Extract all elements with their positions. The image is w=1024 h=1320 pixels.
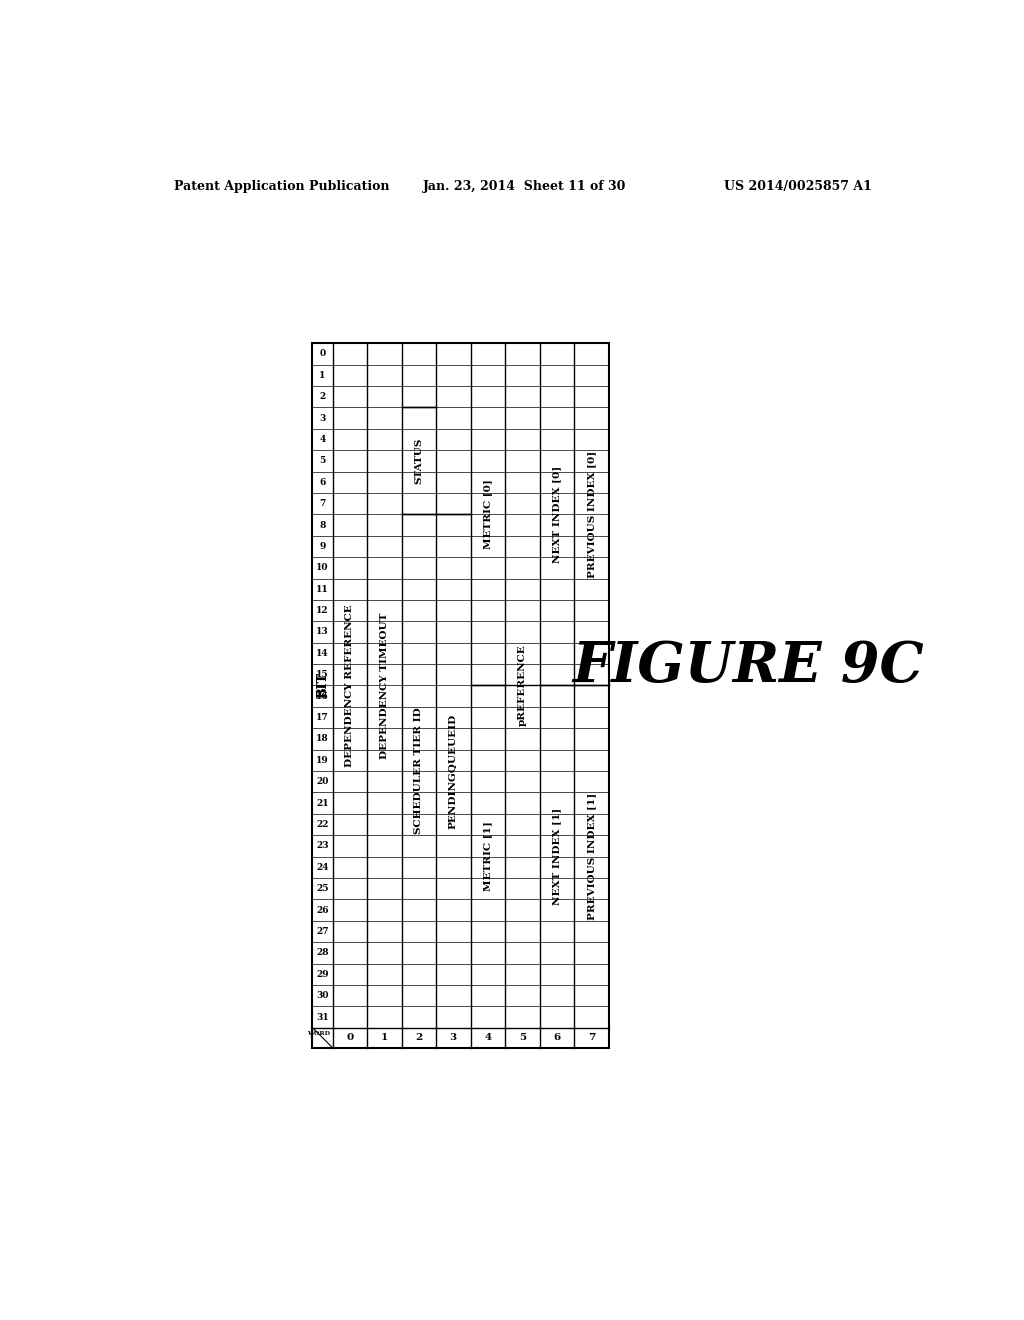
Text: 5: 5 (319, 457, 326, 466)
Text: pREFERENCE: pREFERENCE (518, 644, 526, 726)
Text: FIGURE 9C: FIGURE 9C (572, 639, 924, 694)
Text: 7: 7 (319, 499, 326, 508)
Text: 15: 15 (316, 671, 329, 680)
Text: 6: 6 (553, 1034, 560, 1043)
Text: 30: 30 (316, 991, 329, 1001)
Text: 18: 18 (316, 734, 329, 743)
Text: 13: 13 (316, 627, 329, 636)
Text: 7: 7 (588, 1034, 595, 1043)
Text: PREVIOUS INDEX [0]: PREVIOUS INDEX [0] (587, 450, 596, 578)
Text: 4: 4 (484, 1034, 492, 1043)
Text: PREVIOUS INDEX [1]: PREVIOUS INDEX [1] (587, 793, 596, 920)
Text: 19: 19 (316, 756, 329, 764)
Text: 6: 6 (319, 478, 326, 487)
Text: 2: 2 (415, 1034, 423, 1043)
Text: 17: 17 (316, 713, 329, 722)
Text: 26: 26 (316, 906, 329, 915)
Text: 27: 27 (316, 927, 329, 936)
Text: 14: 14 (316, 649, 329, 657)
Text: 16: 16 (316, 692, 329, 701)
Text: 4: 4 (319, 436, 326, 444)
Text: METRIC [0]: METRIC [0] (483, 479, 493, 549)
Text: 22: 22 (316, 820, 329, 829)
Text: DEPENDENCY TIMEOUT: DEPENDENCY TIMEOUT (380, 612, 389, 759)
Bar (312, 343, 608, 1048)
Text: METRIC [1]: METRIC [1] (483, 822, 493, 891)
Text: 31: 31 (316, 1012, 329, 1022)
Text: BIT: BIT (316, 673, 329, 698)
Text: 1: 1 (319, 371, 326, 380)
Text: 3: 3 (450, 1034, 457, 1043)
Text: 11: 11 (316, 585, 329, 594)
Text: 20: 20 (316, 777, 329, 787)
Text: STATUS: STATUS (415, 438, 423, 484)
Text: 1: 1 (381, 1034, 388, 1043)
Text: NEXT INDEX [0]: NEXT INDEX [0] (552, 466, 561, 562)
Text: BIT: BIT (316, 673, 329, 698)
Text: WORD: WORD (307, 1031, 330, 1036)
Text: 23: 23 (316, 841, 329, 850)
Text: 25: 25 (316, 884, 329, 894)
Text: 9: 9 (319, 543, 326, 550)
Text: NEXT INDEX [1]: NEXT INDEX [1] (552, 808, 561, 906)
Text: 8: 8 (319, 520, 326, 529)
Text: 0: 0 (319, 350, 326, 359)
Text: Patent Application Publication: Patent Application Publication (174, 181, 390, 194)
Text: 2: 2 (319, 392, 326, 401)
Text: SCHEDULER TIER ID: SCHEDULER TIER ID (415, 708, 423, 834)
Text: PENDINGQUEUEID: PENDINGQUEUEID (449, 713, 458, 829)
Text: 29: 29 (316, 970, 329, 978)
Text: 21: 21 (316, 799, 329, 808)
Text: 5: 5 (519, 1034, 526, 1043)
Text: 28: 28 (316, 948, 329, 957)
Text: 12: 12 (316, 606, 329, 615)
Text: US 2014/0025857 A1: US 2014/0025857 A1 (724, 181, 872, 194)
Text: Jan. 23, 2014  Sheet 11 of 30: Jan. 23, 2014 Sheet 11 of 30 (423, 181, 627, 194)
Text: 24: 24 (316, 863, 329, 871)
Text: 3: 3 (319, 413, 326, 422)
Text: DEPENDENCY REFERENCE: DEPENDENCY REFERENCE (345, 605, 354, 767)
Text: 10: 10 (316, 564, 329, 573)
Text: 0: 0 (346, 1034, 353, 1043)
